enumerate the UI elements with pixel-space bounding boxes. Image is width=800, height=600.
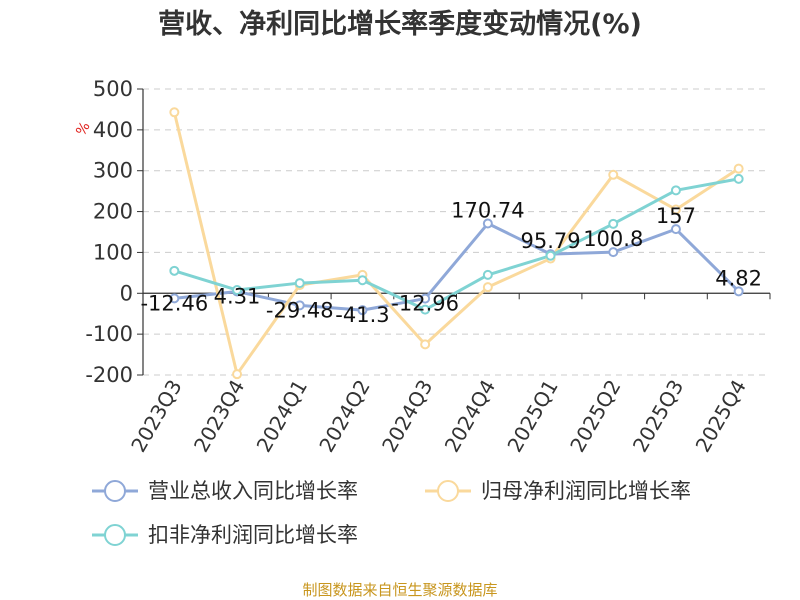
data-point	[545, 250, 556, 261]
x-tick-label: 2023Q3	[126, 376, 186, 457]
y-tick-label: 200	[93, 200, 133, 224]
legend-marker-icon	[437, 480, 459, 502]
series-line	[173, 177, 739, 312]
legend-marker-icon	[104, 524, 126, 546]
data-point	[420, 293, 431, 304]
data-label: 4.31	[214, 285, 261, 309]
series-line	[172, 111, 740, 376]
data-point	[420, 304, 431, 315]
data-label: 170.74	[451, 199, 524, 223]
grid-lines	[143, 88, 770, 376]
x-tick-label: 2025Q2	[565, 376, 625, 457]
legend-marker-icon	[104, 480, 126, 502]
data-label: -12.46	[140, 291, 208, 315]
y-tick-label: -100	[85, 322, 133, 346]
data-label: 4.82	[715, 266, 762, 290]
data-label: 157	[656, 204, 696, 228]
x-tick-label: 2025Q4	[691, 376, 751, 457]
series-line	[174, 222, 740, 312]
data-point	[357, 305, 368, 316]
y-tick-label: 300	[93, 159, 133, 183]
chart-title: 营收、净利同比增长率季度变动情况(%)	[158, 8, 642, 40]
x-tick-label: 2024Q4	[440, 375, 500, 456]
data-point	[169, 107, 180, 118]
data-point	[733, 163, 744, 174]
x-tick-label: 2024Q1	[252, 376, 312, 457]
data-point	[482, 218, 493, 229]
data-label: -29.48	[266, 298, 334, 322]
y-axis-unit: %	[73, 119, 94, 139]
y-tick-label: 400	[93, 118, 133, 142]
data-point	[294, 300, 305, 311]
data-point	[232, 285, 243, 296]
source-note: 制图数据来自恒生聚源数据库	[302, 581, 497, 599]
data-point	[169, 293, 180, 304]
data-point	[482, 282, 493, 293]
legend-item[interactable]: 归母净利润同比增长率	[425, 479, 691, 503]
data-point	[608, 247, 619, 258]
data-point	[670, 185, 681, 196]
data-point	[420, 339, 431, 350]
data-point	[482, 269, 493, 280]
y-tick-label: 0	[120, 281, 133, 305]
y-tick-label: -200	[85, 363, 133, 387]
data-point	[232, 369, 243, 380]
data-point	[608, 169, 619, 180]
data-point	[294, 278, 305, 289]
legend-label: 扣非净利润同比增长率	[148, 523, 358, 547]
data-point	[733, 286, 744, 297]
data-point	[169, 265, 180, 276]
y-tick-label: 500	[93, 77, 133, 101]
data-point	[733, 173, 744, 184]
data-label: -41.3	[335, 303, 389, 327]
data-label: 100.8	[583, 227, 643, 251]
legend-item[interactable]: 扣非净利润同比增长率	[92, 523, 358, 547]
series-lines	[169, 107, 744, 380]
x-tick-label: 2024Q2	[314, 376, 374, 457]
data-label: 95.79	[520, 229, 580, 253]
data-point	[608, 218, 619, 229]
x-tick-label: 2025Q1	[502, 376, 562, 457]
x-tick-label: 2024Q3	[377, 376, 437, 457]
legend-label: 归母净利润同比增长率	[481, 479, 691, 503]
x-tick-label: 2023Q4	[189, 376, 249, 457]
data-point	[670, 224, 681, 235]
data-label: -12.96	[391, 292, 459, 316]
y-tick-label: 100	[93, 240, 133, 264]
legend-item[interactable]: 营业总收入同比增长率	[92, 479, 358, 503]
data-point	[670, 204, 681, 215]
x-tick-label: 2025Q3	[628, 376, 688, 457]
data-point	[357, 275, 368, 286]
legend-label: 营业总收入同比增长率	[148, 479, 358, 503]
data-labels: -12.46 4.31-29.48 -41.3 -12.96 170.74 95.79 10…	[140, 199, 762, 328]
